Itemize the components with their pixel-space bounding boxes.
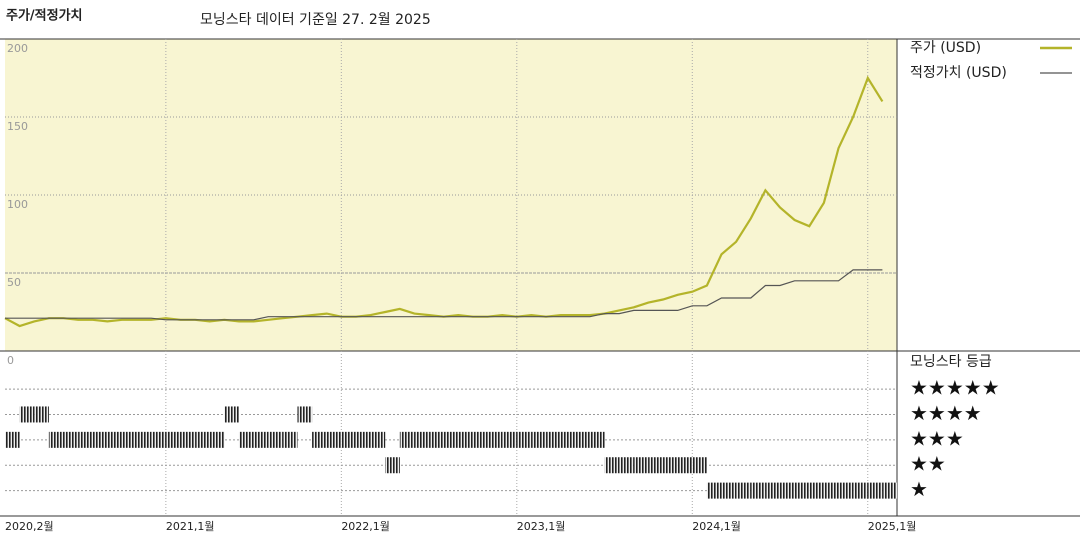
rating-bar xyxy=(297,406,313,423)
rating-bar xyxy=(107,431,122,448)
rating-bar xyxy=(19,406,35,423)
rating-bar xyxy=(589,431,605,448)
rating-bar xyxy=(765,482,781,499)
rating-bar xyxy=(502,431,517,448)
rating-label: ★★ xyxy=(910,452,946,476)
x-tick-label: 2024,1월 xyxy=(692,520,741,533)
rating-bar xyxy=(882,482,897,499)
rating-bar xyxy=(238,431,254,448)
rating-bar xyxy=(5,431,20,448)
rating-bar xyxy=(575,431,590,448)
rating-bar xyxy=(195,431,210,448)
rating-bar xyxy=(151,431,166,448)
rating-bar xyxy=(165,431,181,448)
x-tick-label: 2023,1월 xyxy=(517,520,566,533)
x-tick-label: 2025,1월 xyxy=(868,520,917,533)
rating-bar xyxy=(853,482,868,499)
rating-bar xyxy=(780,482,795,499)
x-tick-label: 2022,1월 xyxy=(341,520,390,533)
rating-bar xyxy=(472,431,488,448)
rating-bar xyxy=(253,431,269,448)
chart-title: 주가/적정가치 xyxy=(6,8,83,24)
rating-bar xyxy=(268,431,283,448)
rating-bar xyxy=(867,482,883,499)
rating-bar xyxy=(516,431,532,448)
rating-bar xyxy=(823,482,839,499)
rating-bar xyxy=(721,482,737,499)
rating-label: ★★★ xyxy=(910,426,964,450)
rating-bar xyxy=(121,431,137,448)
y-tick-label: 50 xyxy=(7,276,21,289)
rating-bar xyxy=(838,482,854,499)
legend-label: 적정가치 (USD) xyxy=(910,65,1007,81)
rating-bar xyxy=(531,431,547,448)
rating-bar xyxy=(750,482,766,499)
rating-bar xyxy=(180,431,196,448)
y-tick-label: 200 xyxy=(7,42,28,55)
rating-title: 모닝스타 등급 xyxy=(910,354,992,370)
rating-bar xyxy=(34,406,49,423)
rating-bar xyxy=(604,457,620,474)
legend-label: 주가 (USD) xyxy=(910,40,981,56)
rating-bar xyxy=(458,431,473,448)
rating-label: ★ xyxy=(910,477,928,501)
rating-bar xyxy=(794,482,810,499)
y-tick-label: 150 xyxy=(7,120,28,133)
y-tick-label: 100 xyxy=(7,198,28,211)
rating-bar xyxy=(92,431,108,448)
rating-bar xyxy=(414,431,430,448)
rating-bar xyxy=(487,431,503,448)
rating-bar xyxy=(736,482,751,499)
rating-bar xyxy=(312,431,327,448)
rating-bar xyxy=(78,431,93,448)
rating-bar xyxy=(560,431,576,448)
rating-bar xyxy=(341,431,356,448)
rating-bar xyxy=(648,457,664,474)
rating-bar xyxy=(677,457,693,474)
y-tick-label: 0 xyxy=(7,354,14,367)
rating-bar xyxy=(63,431,79,448)
rating-bar xyxy=(209,431,225,448)
rating-bar xyxy=(355,431,371,448)
rating-bar xyxy=(633,457,649,474)
rating-bar xyxy=(546,431,561,448)
series-line xyxy=(5,269,883,321)
x-tick-label: 2021,1월 xyxy=(166,520,215,533)
rating-bar xyxy=(429,431,444,448)
rating-bar xyxy=(809,482,824,499)
rating-bar xyxy=(224,406,239,423)
rating-bar xyxy=(692,457,707,474)
rating-label: ★★★★ xyxy=(910,401,982,425)
plot-background xyxy=(5,39,897,351)
rating-bar xyxy=(370,431,386,448)
rating-bar xyxy=(619,457,634,474)
rating-bar xyxy=(326,431,342,448)
chart-subtitle: 모닝스타 데이터 기준일 27. 2월 2025 xyxy=(200,12,431,28)
x-tick-label: 2020,2월 xyxy=(5,520,54,533)
rating-bar xyxy=(282,431,298,448)
rating-bar xyxy=(706,482,722,499)
rating-bar xyxy=(399,431,415,448)
rating-label: ★★★★★ xyxy=(910,376,1000,400)
rating-bar xyxy=(136,431,152,448)
rating-bar xyxy=(48,431,64,448)
rating-bar xyxy=(663,457,678,474)
rating-bar xyxy=(385,457,400,474)
rating-bar xyxy=(443,431,459,448)
